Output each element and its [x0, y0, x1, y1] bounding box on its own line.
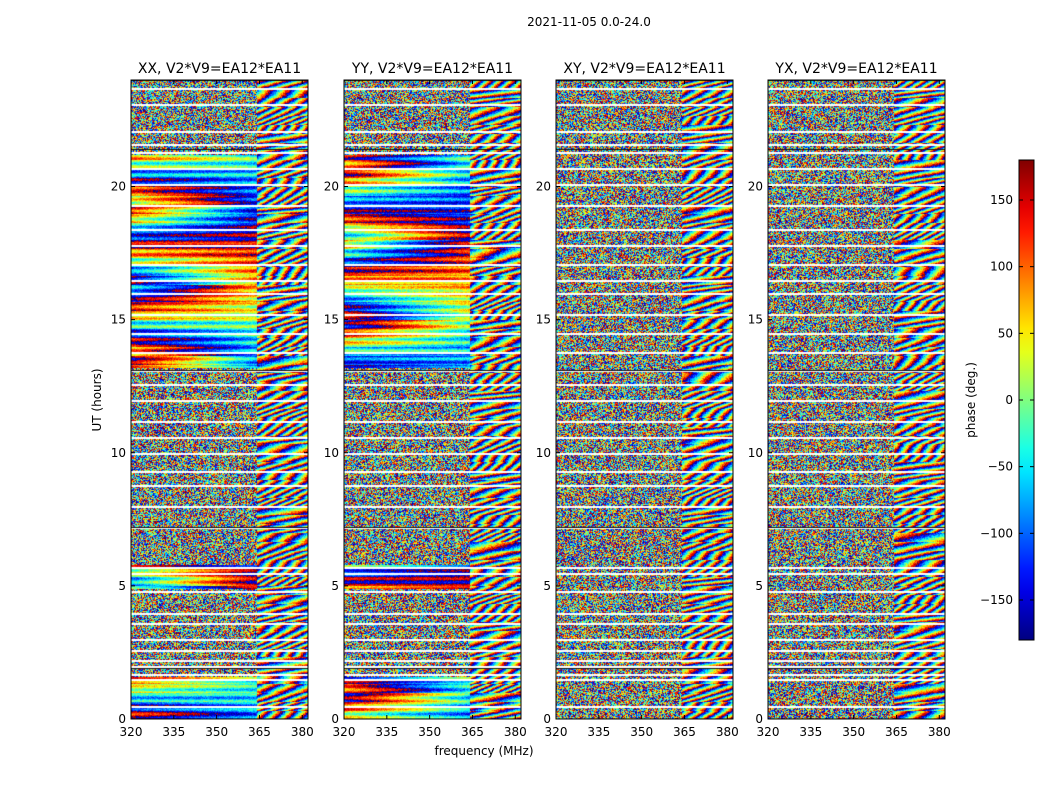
- y-tick-label: 5: [755, 579, 763, 593]
- y-tick-label: 10: [748, 446, 763, 460]
- x-tick-label: 335: [375, 725, 398, 739]
- x-tick-label: 380: [928, 725, 951, 739]
- phase-image-xx: [131, 80, 308, 719]
- colorbar-label: phase (deg.): [964, 362, 978, 438]
- y-tick-label: 10: [324, 446, 339, 460]
- x-tick-label: 380: [504, 725, 527, 739]
- y-tick-label: 0: [755, 712, 763, 726]
- x-tick-label: 350: [205, 725, 228, 739]
- panel-xy: [555, 79, 734, 720]
- x-tick-label: 365: [673, 725, 696, 739]
- y-tick-label: 20: [536, 180, 551, 194]
- y-tick-label: 15: [324, 313, 339, 327]
- x-tick-label: 350: [842, 725, 865, 739]
- colorbar-tick-label: 50: [998, 326, 1013, 340]
- panel-title-yx: YX, V2*V9=EA12*EA11: [774, 61, 937, 77]
- figure-title: 2021-11-05 0.0-24.0: [527, 15, 651, 29]
- colorbar-tick-label: −100: [980, 526, 1013, 540]
- y-tick-label: 5: [118, 579, 126, 593]
- panel-title-yy: YY, V2*V9=EA12*EA11: [351, 61, 513, 77]
- x-tick-label: 350: [630, 725, 653, 739]
- colorbar-tick-label: 100: [990, 260, 1013, 274]
- phase-image-yy: [344, 80, 521, 719]
- y-tick-label: 15: [536, 313, 551, 327]
- x-tick-label: 320: [120, 725, 143, 739]
- y-tick-label: 20: [324, 180, 339, 194]
- y-tick-label: 15: [111, 313, 126, 327]
- x-tick-label: 365: [248, 725, 271, 739]
- panel-yx: [767, 79, 946, 720]
- x-axis-label: frequency (MHz): [434, 744, 533, 758]
- x-tick-label: 320: [545, 725, 568, 739]
- y-tick-label: 0: [543, 712, 551, 726]
- x-tick-label: 380: [291, 725, 314, 739]
- colorbar-tick-label: 150: [990, 193, 1013, 207]
- x-tick-label: 335: [587, 725, 610, 739]
- colorbar-tick-label: 0: [1005, 393, 1013, 407]
- panel-frame-yy: [343, 79, 522, 720]
- y-tick-label: 5: [331, 579, 339, 593]
- x-tick-label: 365: [461, 725, 484, 739]
- x-tick-label: 320: [757, 725, 780, 739]
- y-tick-label: 10: [536, 446, 551, 460]
- x-tick-label: 350: [418, 725, 441, 739]
- colorbar-tick-label: −50: [988, 460, 1013, 474]
- phase-image-yx: [768, 80, 945, 719]
- x-tick-label: 365: [885, 725, 908, 739]
- x-tick-label: 320: [333, 725, 356, 739]
- panel-frame-xy: [555, 79, 734, 720]
- panel-xx: [130, 79, 309, 720]
- panel-title-xx: XX, V2*V9=EA12*EA11: [138, 61, 301, 77]
- y-tick-label: 20: [111, 180, 126, 194]
- y-tick-label: 0: [118, 712, 126, 726]
- y-tick-label: 0: [331, 712, 339, 726]
- x-tick-label: 380: [716, 725, 739, 739]
- y-tick-label: 10: [111, 446, 126, 460]
- y-tick-label: 20: [748, 180, 763, 194]
- y-tick-label: 5: [543, 579, 551, 593]
- y-axis-label: UT (hours): [90, 368, 104, 431]
- x-tick-label: 335: [799, 725, 822, 739]
- panel-title-xy: XY, V2*V9=EA12*EA11: [563, 61, 725, 77]
- panel-frame-xx: [130, 79, 309, 720]
- colorbar-tick-label: −150: [980, 593, 1013, 607]
- phase-image-xy: [556, 80, 733, 719]
- panel-yy: [343, 79, 522, 720]
- x-tick-label: 335: [162, 725, 185, 739]
- y-tick-label: 15: [748, 313, 763, 327]
- panel-frame-yx: [767, 79, 946, 720]
